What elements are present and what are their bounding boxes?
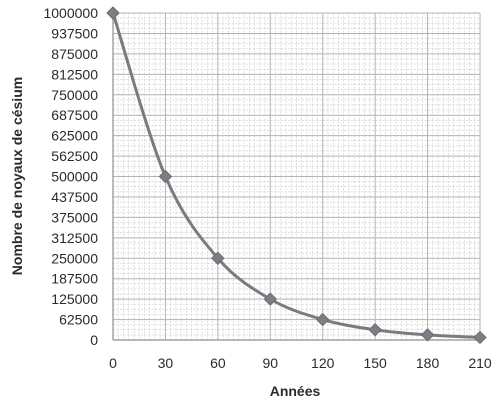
x-tick-label: 120 <box>311 355 335 371</box>
grid <box>112 12 481 341</box>
y-tick-label: 250000 <box>51 250 98 266</box>
data-point-marker <box>158 169 173 184</box>
x-tick-label: 30 <box>158 355 174 371</box>
y-tick-label: 437500 <box>51 189 98 205</box>
data-point-marker <box>316 312 330 327</box>
y-tick-label: 562500 <box>51 148 98 164</box>
x-axis-title: Années <box>270 383 321 399</box>
y-tick-label: 937500 <box>51 25 98 41</box>
x-tick-label: 90 <box>262 355 278 371</box>
y-tick-label: 125000 <box>51 291 98 307</box>
x-tick-label: 180 <box>416 355 440 371</box>
x-tick-label: 210 <box>468 355 492 371</box>
y-tick-label: 625000 <box>51 128 98 144</box>
y-tick-labels: 1000000 937500 875000 812500 750000 687500 625… <box>43 5 98 348</box>
data-point-marker <box>420 328 435 342</box>
x-tick-labels: 0 30 60 90 120 150 180 210 <box>109 355 492 371</box>
x-tick-label: 150 <box>363 355 387 371</box>
y-tick-label: 750000 <box>51 87 98 103</box>
data-point-marker <box>473 330 487 345</box>
y-tick-label: 62500 <box>59 312 98 328</box>
series <box>106 6 487 345</box>
y-tick-label: 875000 <box>51 46 98 62</box>
data-point-marker <box>106 6 120 20</box>
x-tick-label: 0 <box>109 355 117 371</box>
axes <box>112 13 480 341</box>
y-tick-label: 812500 <box>51 66 98 82</box>
y-tick-label: 1000000 <box>43 5 98 21</box>
y-tick-label: 500000 <box>51 169 98 185</box>
y-tick-label: 687500 <box>51 107 98 123</box>
data-point-marker <box>368 323 382 337</box>
data-point-marker <box>211 251 225 265</box>
x-tick-label: 60 <box>210 355 226 371</box>
y-tick-label: 187500 <box>51 271 98 287</box>
y-tick-label: 0 <box>90 332 98 348</box>
data-point-marker <box>263 292 277 306</box>
y-tick-label: 312500 <box>51 230 98 246</box>
y-axis-title: Nombre de noyaux de césium <box>9 77 25 275</box>
y-tick-label: 375000 <box>51 209 98 225</box>
